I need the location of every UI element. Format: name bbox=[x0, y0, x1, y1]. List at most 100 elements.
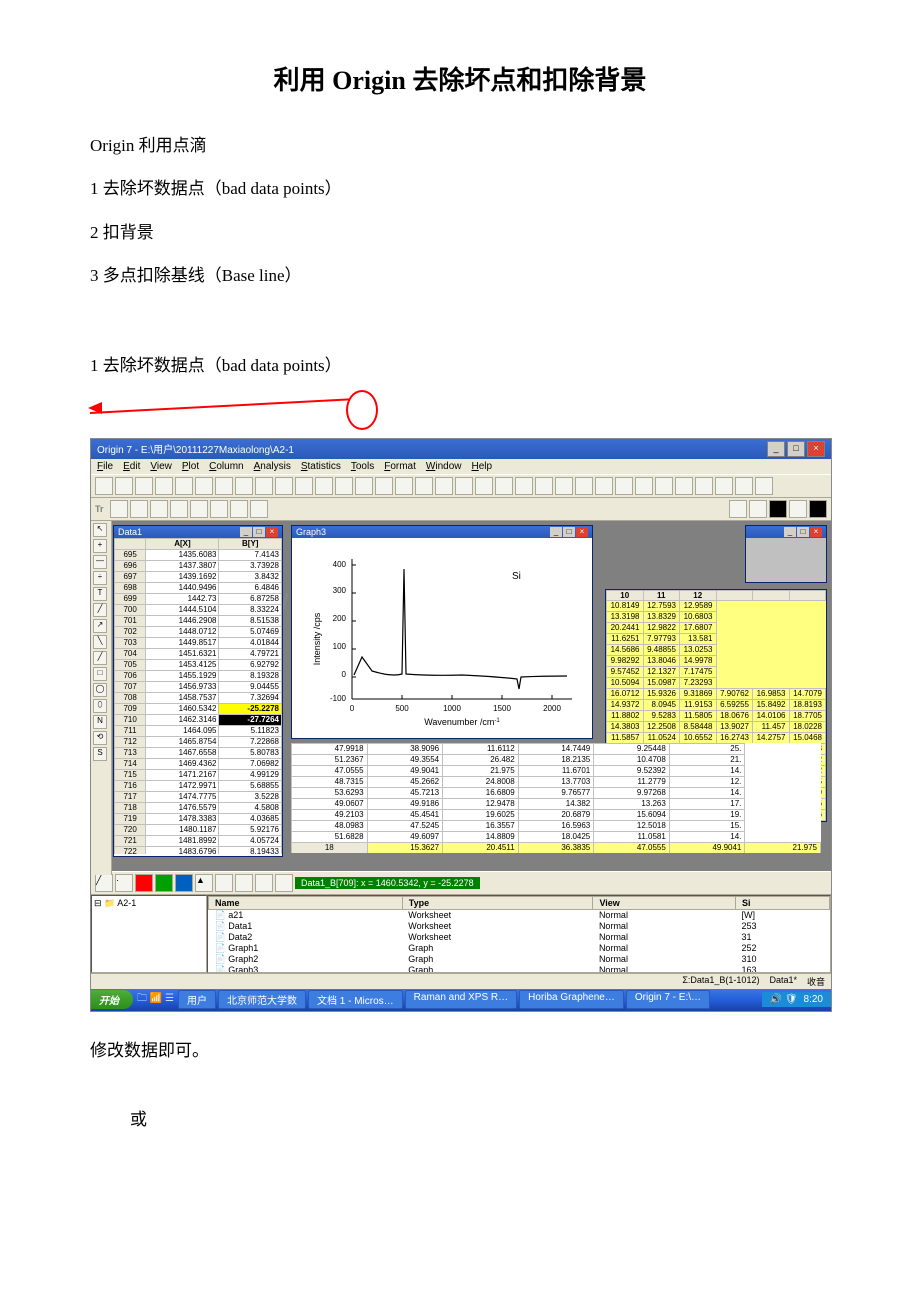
color-btn[interactable] bbox=[809, 500, 827, 518]
menu-tools[interactable]: Tools bbox=[351, 461, 374, 472]
menu-plot[interactable]: Plot bbox=[182, 461, 199, 472]
side-tool[interactable]: ÷ bbox=[93, 571, 107, 585]
tool-btn[interactable] bbox=[455, 477, 473, 495]
plot-bar-icon[interactable] bbox=[135, 874, 153, 892]
menu-edit[interactable]: Edit bbox=[123, 461, 140, 472]
tool-btn[interactable] bbox=[735, 477, 753, 495]
tool-btn[interactable] bbox=[235, 477, 253, 495]
plot-btn[interactable] bbox=[235, 874, 253, 892]
plot-area-icon[interactable] bbox=[155, 874, 173, 892]
side-tool[interactable]: ⟲ bbox=[93, 731, 107, 745]
tool-btn[interactable] bbox=[595, 477, 613, 495]
side-tool[interactable]: S bbox=[93, 747, 107, 761]
system-tray[interactable]: 🔊 🛡 8:20 bbox=[762, 992, 831, 1007]
taskbar-item[interactable]: 文档 1 - Micros… bbox=[308, 990, 403, 1009]
close-button[interactable]: × bbox=[807, 441, 825, 457]
tool-btn[interactable] bbox=[375, 477, 393, 495]
taskbar-item[interactable]: 北京师范大学数 bbox=[218, 990, 306, 1009]
tool-btn[interactable] bbox=[675, 477, 693, 495]
plot-btn[interactable] bbox=[255, 874, 273, 892]
tool-btn[interactable] bbox=[555, 477, 573, 495]
tool-btn[interactable] bbox=[615, 477, 633, 495]
project-list[interactable]: NameTypeViewSi📄 a21WorksheetNormal[W]📄 D… bbox=[207, 895, 831, 973]
taskbar-item[interactable]: 用户 bbox=[178, 990, 216, 1009]
tool-btn[interactable] bbox=[789, 500, 807, 518]
taskbar-item[interactable]: Horiba Graphene… bbox=[519, 990, 624, 1009]
tool-btn[interactable] bbox=[695, 477, 713, 495]
side-tool[interactable]: ╱ bbox=[93, 651, 107, 665]
tool-btn[interactable] bbox=[515, 477, 533, 495]
tool-btn[interactable] bbox=[135, 477, 153, 495]
side-tool[interactable]: ⬯ bbox=[93, 699, 107, 713]
side-tool[interactable]: ↖ bbox=[93, 523, 107, 537]
taskbar-item[interactable]: Raman and XPS R… bbox=[405, 990, 518, 1009]
tool-btn[interactable] bbox=[190, 500, 208, 518]
tool-btn[interactable] bbox=[250, 500, 268, 518]
tool-btn[interactable] bbox=[575, 477, 593, 495]
tool-btn[interactable] bbox=[130, 500, 148, 518]
project-tree[interactable]: ⊟ 📁 A2-1 bbox=[91, 895, 207, 973]
tool-btn[interactable] bbox=[729, 500, 747, 518]
tool-btn[interactable] bbox=[110, 500, 128, 518]
tool-btn[interactable] bbox=[115, 477, 133, 495]
tool-btn[interactable] bbox=[335, 477, 353, 495]
tool-btn[interactable] bbox=[215, 477, 233, 495]
menu-analysis[interactable]: Analysis bbox=[254, 461, 291, 472]
tool-btn[interactable] bbox=[655, 477, 673, 495]
color-btn[interactable] bbox=[769, 500, 787, 518]
tool-btn[interactable] bbox=[210, 500, 228, 518]
max-button[interactable]: □ bbox=[787, 441, 805, 457]
tool-btn[interactable] bbox=[749, 500, 767, 518]
max-icon[interactable]: □ bbox=[797, 527, 809, 537]
close-icon[interactable]: × bbox=[576, 527, 588, 537]
tool-btn[interactable] bbox=[475, 477, 493, 495]
tool-btn[interactable] bbox=[415, 477, 433, 495]
min-icon[interactable]: _ bbox=[784, 527, 796, 537]
plot-pie-icon[interactable] bbox=[175, 874, 193, 892]
plot-3d-icon[interactable]: ▲ bbox=[195, 874, 213, 892]
taskbar-item[interactable]: Origin 7 - E:\… bbox=[626, 990, 710, 1009]
tool-btn[interactable] bbox=[255, 477, 273, 495]
close-icon[interactable]: × bbox=[266, 527, 278, 537]
tool-btn[interactable] bbox=[95, 477, 113, 495]
tool-btn[interactable] bbox=[755, 477, 773, 495]
tool-btn[interactable] bbox=[295, 477, 313, 495]
side-tool[interactable]: ◯ bbox=[93, 683, 107, 697]
tool-btn[interactable] bbox=[635, 477, 653, 495]
plot-btn[interactable] bbox=[215, 874, 233, 892]
max-icon[interactable]: □ bbox=[253, 527, 265, 537]
menu-column[interactable]: Column bbox=[209, 461, 243, 472]
menu-file[interactable]: File bbox=[97, 461, 113, 472]
mid-data-grid[interactable]: 47.991838.909611.611214.74499.2544825.51… bbox=[291, 743, 821, 853]
side-tool[interactable]: + bbox=[93, 539, 107, 553]
menu-window[interactable]: Window bbox=[426, 461, 462, 472]
windows-taskbar[interactable]: 开始 🗀 📶 ☰ 用户北京师范大学数文档 1 - Micros…Raman an… bbox=[91, 989, 831, 1011]
tool-btn[interactable] bbox=[435, 477, 453, 495]
menu-view[interactable]: View bbox=[150, 461, 172, 472]
close-icon[interactable]: × bbox=[810, 527, 822, 537]
tool-btn[interactable] bbox=[495, 477, 513, 495]
graph3-window[interactable]: Graph3 _□× -100 0 100 200 300 400 bbox=[291, 525, 593, 739]
tool-btn[interactable] bbox=[155, 477, 173, 495]
data1-window[interactable]: Data1 _□× A[X]B[Y]6951435.60837.41436961… bbox=[113, 525, 283, 857]
tool-btn[interactable] bbox=[355, 477, 373, 495]
project-explorer[interactable]: ⊟ 📁 A2-1 NameTypeViewSi📄 a21WorksheetNor… bbox=[91, 894, 831, 973]
data1-table[interactable]: A[X]B[Y]6951435.60837.41436961437.38073.… bbox=[114, 538, 282, 854]
min-button[interactable]: _ bbox=[767, 441, 785, 457]
side-tool[interactable]: ╱ bbox=[93, 603, 107, 617]
menu-help[interactable]: Help bbox=[471, 461, 492, 472]
tool-btn[interactable] bbox=[170, 500, 188, 518]
tool-btn[interactable] bbox=[715, 477, 733, 495]
plot-scatter-icon[interactable]: · bbox=[115, 874, 133, 892]
tool-btn[interactable] bbox=[195, 477, 213, 495]
plot-line-icon[interactable]: ╱ bbox=[95, 874, 113, 892]
side-tool[interactable]: T bbox=[93, 587, 107, 601]
plot-btn[interactable] bbox=[275, 874, 293, 892]
side-tool[interactable]: □ bbox=[93, 667, 107, 681]
min-icon[interactable]: _ bbox=[240, 527, 252, 537]
empty-window[interactable]: _□× bbox=[745, 525, 827, 583]
tool-btn[interactable] bbox=[315, 477, 333, 495]
min-icon[interactable]: _ bbox=[550, 527, 562, 537]
tool-btn[interactable] bbox=[275, 477, 293, 495]
side-tool[interactable]: N bbox=[93, 715, 107, 729]
